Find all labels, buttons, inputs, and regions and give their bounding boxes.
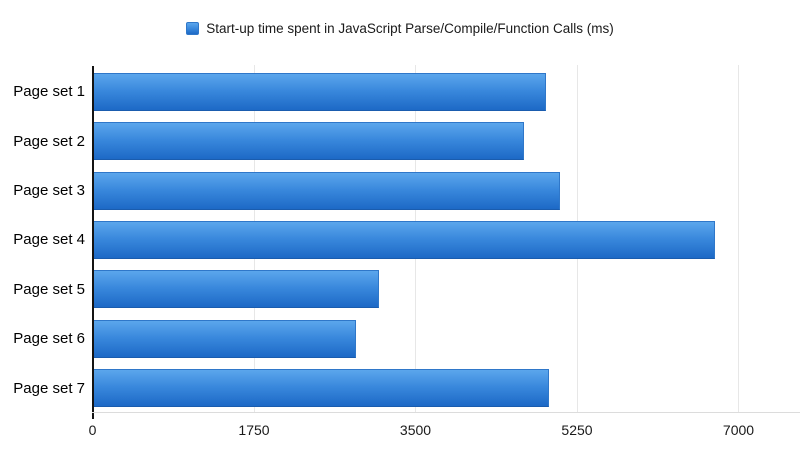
bar-rows: Page set 1 Page set 2 Page set 3 Page se…	[0, 67, 800, 413]
bar-row: Page set 7	[0, 364, 800, 413]
bar-row: Page set 4	[0, 215, 800, 264]
x-tick-label: 1750	[238, 422, 270, 438]
bar-row: Page set 5	[0, 265, 800, 314]
x-tick-label: 0	[88, 422, 97, 438]
bar	[93, 319, 356, 358]
legend-swatch-icon	[186, 22, 200, 35]
x-tick-label: 3500	[399, 422, 432, 438]
bar-row: Page set 3	[0, 166, 800, 215]
x-axis-line	[92, 412, 800, 413]
category-label: Page set 6	[13, 330, 85, 348]
bar	[93, 72, 546, 111]
chart-legend: Start-up time spent in JavaScript Parse/…	[0, 21, 800, 36]
category-label: Page set 4	[13, 231, 85, 249]
category-label: Page set 5	[13, 280, 85, 298]
x-tick-label: 7000	[722, 422, 755, 438]
category-label: Page set 3	[13, 182, 85, 200]
bar	[93, 220, 715, 259]
category-label: Page set 7	[13, 379, 85, 397]
bar	[93, 270, 379, 309]
y-axis-line	[92, 66, 94, 419]
bar	[93, 122, 524, 161]
x-tick-label: 5250	[561, 422, 593, 438]
category-label: Page set 1	[13, 83, 85, 101]
bar-row: Page set 6	[0, 314, 800, 363]
bar-row: Page set 2	[0, 116, 800, 165]
legend-label: Start-up time spent in JavaScript Parse/…	[206, 21, 614, 36]
gridline	[738, 65, 739, 413]
bar	[93, 369, 550, 408]
bar	[93, 171, 560, 210]
bar-row: Page set 1	[0, 67, 800, 116]
category-label: Page set 2	[13, 132, 85, 150]
